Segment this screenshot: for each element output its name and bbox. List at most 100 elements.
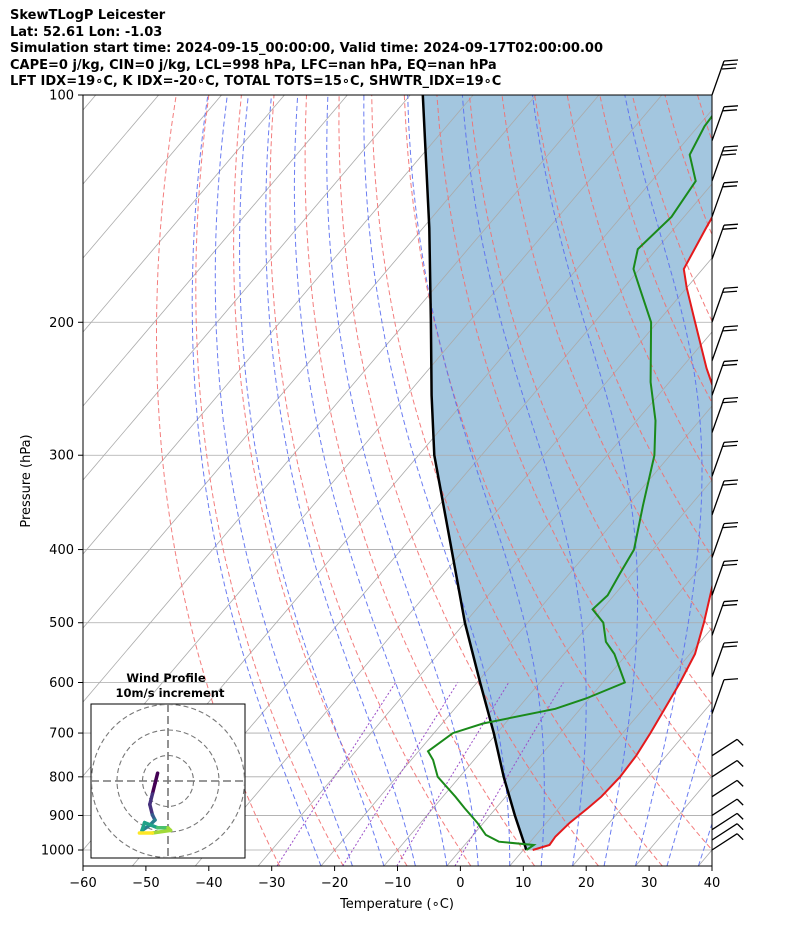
mixing-ratio-line: [342, 682, 459, 866]
barb-flag: [722, 483, 738, 486]
barb-staff: [711, 679, 725, 714]
y-tick-label: 500: [49, 616, 74, 631]
barb-flag: [723, 522, 739, 525]
barb-staff: [711, 224, 725, 260]
barb-flag: [723, 641, 739, 644]
wind-barb: [711, 223, 739, 260]
dry-adiabat: [371, 95, 663, 866]
indices-line-2: LFT IDX=19∘C, K IDX=-20∘C, TOTAL TOTS=15…: [10, 74, 502, 89]
dry-adiabat: [269, 95, 472, 866]
x-tick-label: −30: [258, 876, 285, 891]
isotherm: [509, 627, 712, 866]
wind-barb: [711, 759, 744, 778]
dry-adiabat: [403, 95, 712, 851]
isotherm: [83, 95, 600, 703]
barb-flag: [722, 227, 738, 230]
wind-barb: [711, 522, 739, 558]
barb-staff: [711, 561, 725, 596]
barb-flag: [736, 798, 744, 806]
barb-flag: [736, 738, 744, 746]
moist-adiabat: [363, 95, 511, 866]
barb-flag: [723, 325, 739, 328]
isotherm: [83, 95, 285, 333]
wind-barb: [711, 286, 739, 323]
inset-subtitle: 10m/s increment: [116, 686, 225, 700]
y-axis-label: Pressure (hPa): [19, 434, 34, 527]
wind-profile-inset: Wind Profile 10m/s increment: [90, 671, 246, 859]
moist-adiabat: [407, 95, 545, 866]
y-tick-label: 200: [49, 316, 74, 331]
chart-header: SkewTLogP Leicester Lat: 52.61 Lon: -1.0…: [10, 8, 603, 91]
barb-flag: [722, 563, 738, 567]
barb-flag: [722, 329, 738, 332]
isotherm: [83, 95, 348, 407]
wind-barb: [711, 479, 739, 516]
x-tick-label: −50: [132, 876, 159, 891]
barb-flag: [736, 812, 744, 820]
axes: −60 −50 −40 −30 −20 −10 0 10 20 30 40 100 200 300 400 5…: [41, 89, 720, 892]
barb-staff: [711, 738, 738, 757]
barb-staff: [711, 361, 725, 396]
barb-flag: [722, 444, 738, 448]
mixing-ratio-line: [454, 682, 564, 866]
dry-adiabat: [730, 95, 794, 866]
wind-barb: [711, 599, 739, 636]
barb-staff: [711, 523, 725, 558]
isotherm: [83, 95, 97, 111]
x-tick-label: −10: [384, 876, 411, 891]
barb-staff: [711, 601, 725, 636]
barb-flag: [723, 181, 739, 184]
barb-flag: [723, 678, 739, 681]
x-tick-label: 0: [456, 876, 464, 891]
barb-flag: [722, 109, 738, 112]
barb-flag: [721, 153, 737, 156]
location-line: Lat: 52.61 Lon: -1.03: [10, 24, 163, 40]
hodograph-segment: [150, 781, 157, 796]
x-tick-label: 30: [641, 876, 658, 891]
barb-flag: [722, 290, 738, 293]
moist-adiabat: [624, 95, 703, 866]
barb-flag: [723, 479, 739, 482]
y-tick-label: 300: [49, 449, 74, 464]
barb-flag: [723, 145, 739, 148]
barb-flag: [723, 559, 739, 563]
wind-barb: [711, 559, 739, 596]
chart-title: SkewTLogP Leicester: [10, 8, 166, 23]
wind-barb: [711, 798, 744, 817]
wind-barb: [711, 59, 739, 96]
x-axis-label: Temperature (∘C): [339, 897, 454, 912]
y-tick-label: 900: [49, 809, 74, 824]
time-line: Simulation start time: 2024-09-15_00:00:…: [10, 41, 603, 56]
barb-flag: [722, 645, 738, 648]
barb-flag: [723, 599, 739, 603]
barb-staff: [711, 779, 738, 798]
x-tick-label: −40: [195, 876, 222, 891]
isotherm: [83, 95, 222, 259]
barb-staff: [711, 812, 738, 831]
y-tick-label: 400: [49, 543, 74, 558]
barb-staff: [711, 326, 725, 362]
barb-flag: [736, 833, 744, 841]
barb-staff: [711, 106, 725, 142]
dry-adiabat: [468, 95, 712, 706]
moist-adiabat: [326, 95, 479, 866]
isotherm: [257, 331, 712, 866]
dewpoint-line: [426, 114, 712, 851]
y-tick-label: 1000: [41, 844, 74, 859]
dry-adiabat: [304, 95, 536, 866]
barb-flag: [722, 185, 738, 188]
dry-adiabat: [436, 95, 712, 779]
moist-adiabat: [532, 95, 639, 866]
moist-adiabat: [293, 95, 448, 866]
barb-flag: [723, 59, 739, 62]
moist-adiabat: [191, 95, 322, 866]
barb-flag: [736, 779, 744, 787]
y-tick-label: 100: [49, 89, 74, 104]
isotherm: [83, 95, 537, 629]
wind-barb: [711, 779, 744, 798]
isotherm: [83, 95, 474, 555]
barb-staff: [711, 442, 725, 477]
parcel-profile-line: [421, 95, 528, 851]
moist-adiabat: [265, 95, 416, 866]
